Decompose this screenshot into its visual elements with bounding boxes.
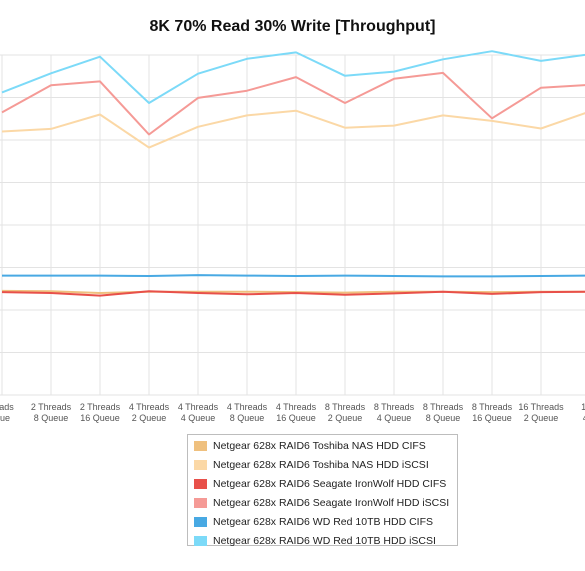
legend-label: Netgear 628x RAID6 WD Red 10TB HDD iSCSI: [213, 535, 436, 547]
x-tick-label: 4 Threads 4 Queue: [178, 402, 219, 423]
legend-swatch: [194, 536, 207, 546]
legend-label: Netgear 628x RAID6 Seagate IronWolf HDD …: [213, 478, 447, 490]
x-tick-label: 4 Threads 16 Queue: [276, 402, 317, 423]
x-tick-line: 8 Queue: [426, 413, 461, 423]
legend-label: Netgear 628x RAID6 Toshiba NAS HDD iSCSI: [213, 459, 429, 471]
x-tick-line: 2 Threads: [31, 402, 72, 412]
series-line-4: [2, 274, 585, 278]
legend: Netgear 628x RAID6 Toshiba NAS HDD CIFS N…: [187, 434, 458, 548]
x-tick-line: 16 T: [581, 402, 585, 412]
legend-item[interactable]: Netgear 628x RAID6 Seagate IronWolf HDD …: [194, 496, 449, 510]
x-tick-line: 8 Threads: [374, 402, 415, 412]
legend-swatch: [194, 517, 207, 527]
x-tick-line: 16 Queue: [276, 413, 316, 423]
x-tick-line: 16 Queue: [472, 413, 512, 423]
x-tick-line: 4 Threads: [178, 402, 219, 412]
x-tick-line: 16 Queue: [80, 413, 120, 423]
legend-label: Netgear 628x RAID6 WD Red 10TB HDD CIFS: [213, 516, 433, 528]
x-tick-label: 8 Threads 4 Queue: [374, 402, 415, 423]
x-tick-line: 2 Queue: [328, 413, 363, 423]
legend-swatch: [194, 441, 207, 451]
series-line-1: [1, 109, 585, 149]
x-tick-line: 8 Threads: [472, 402, 513, 412]
legend-item[interactable]: Netgear 628x RAID6 Toshiba NAS HDD CIFS: [194, 439, 426, 453]
x-tick-line: ueue: [0, 413, 10, 423]
series-line-2: [1, 290, 585, 297]
x-tick-label: 4 Threads 2 Queue: [129, 402, 170, 423]
x-tick-line: 2 Threads: [80, 402, 121, 412]
x-tick-line: 4 Q: [583, 413, 585, 423]
x-tick-line: 4 Threads: [276, 402, 317, 412]
x-tick-line: 2 Queue: [524, 413, 559, 423]
gridlines: [0, 54, 585, 396]
legend-swatch: [194, 460, 207, 470]
x-tick-label: 8 Threads 8 Queue: [423, 402, 464, 423]
x-tick-label: 8 Threads 2 Queue: [325, 402, 366, 423]
legend-item[interactable]: Netgear 628x RAID6 WD Red 10TB HDD iSCSI: [194, 534, 436, 548]
x-tick-line: 8 Threads: [423, 402, 464, 412]
x-tick-line: 2 Queue: [132, 413, 167, 423]
x-tick-label: hreadsueue: [0, 402, 14, 423]
series-line-5: [1, 50, 585, 104]
x-tick-label: 16 T4 Q: [581, 402, 585, 423]
legend-item[interactable]: Netgear 628x RAID6 WD Red 10TB HDD CIFS: [194, 515, 433, 529]
x-tick-line: 4 Threads: [227, 402, 268, 412]
legend-label: Netgear 628x RAID6 Seagate IronWolf HDD …: [213, 497, 450, 509]
x-tick-label: 2 Threads 8 Queue: [31, 402, 72, 423]
legend-item[interactable]: Netgear 628x RAID6 Seagate IronWolf HDD …: [194, 477, 446, 491]
x-tick-line: hreads: [0, 402, 14, 412]
series-lines: [1, 50, 585, 297]
legend-swatch: [194, 479, 207, 489]
legend-swatch: [194, 498, 207, 508]
x-tick-label: 4 Threads 8 Queue: [227, 402, 268, 423]
x-tick-line: 8 Queue: [34, 413, 69, 423]
x-tick-line: 4 Queue: [181, 413, 216, 423]
x-tick-line: 4 Threads: [129, 402, 170, 412]
x-tick-line: 16 Threads: [518, 402, 564, 412]
chart-title: 8K 70% Read 30% Write [Throughput]: [149, 18, 436, 35]
x-tick-label: 8 Threads 16 Queue: [472, 402, 513, 423]
series-line-3: [1, 71, 585, 136]
legend-label: Netgear 628x RAID6 Toshiba NAS HDD CIFS: [213, 440, 426, 452]
x-tick-label: 16 Threads 2 Queue: [518, 402, 564, 423]
x-tick-line: 8 Threads: [325, 402, 366, 412]
x-tick-line: 4 Queue: [377, 413, 412, 423]
x-tick-label: 2 Threads 16 Queue: [80, 402, 121, 423]
legend-item[interactable]: Netgear 628x RAID6 Toshiba NAS HDD iSCSI: [194, 458, 429, 472]
x-tick-line: 8 Queue: [230, 413, 265, 423]
